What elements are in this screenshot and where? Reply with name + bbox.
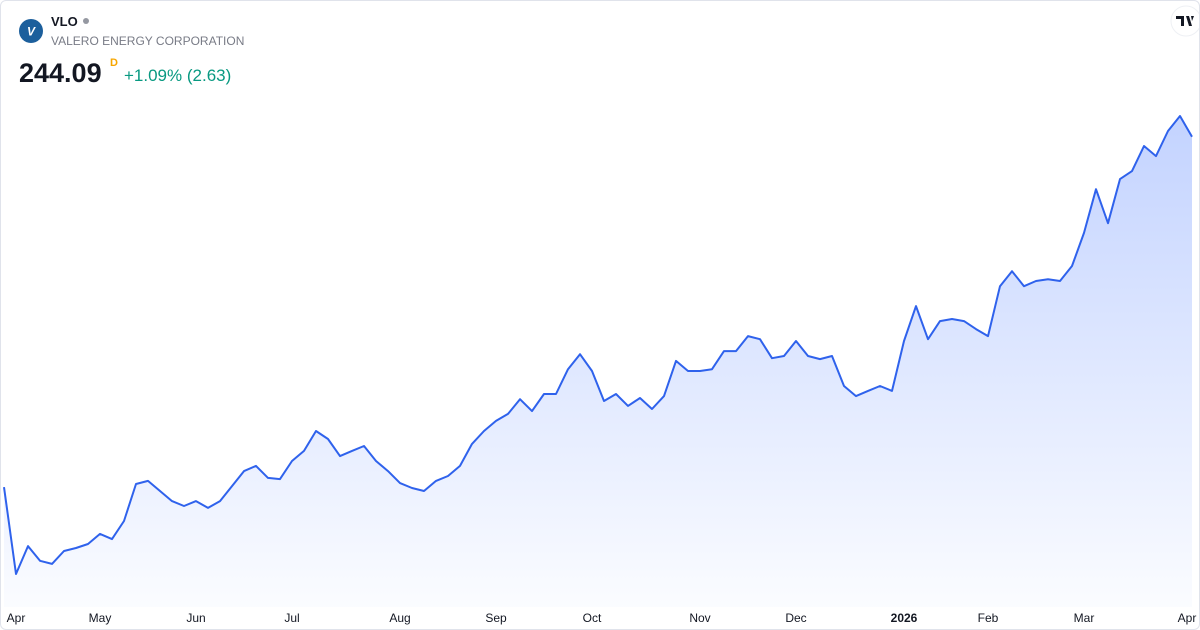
x-tick-label: Jun xyxy=(186,611,205,625)
symbol: VLO xyxy=(51,14,78,29)
price-line xyxy=(3,115,1193,575)
last-price: 244.09 xyxy=(19,58,102,88)
x-tick-label: Aug xyxy=(389,611,410,625)
logo xyxy=(19,19,43,43)
x-tick-label: Sep xyxy=(485,611,507,625)
x-tick-label: 2026 xyxy=(891,611,918,625)
x-tick-label: Apr xyxy=(1178,611,1197,625)
interval: D xyxy=(110,57,118,69)
x-tick-label: Mar xyxy=(1074,611,1095,625)
x-tick-label: Feb xyxy=(978,611,999,625)
logo-mark: V xyxy=(27,25,36,39)
x-tick-label: Jul xyxy=(284,611,299,625)
x-tick-label: Oct xyxy=(583,611,602,625)
tv-logo[interactable] xyxy=(1170,5,1199,37)
x-tick-label: Dec xyxy=(785,611,806,625)
area-fill xyxy=(4,116,1192,607)
status-dot xyxy=(83,18,89,24)
change: +1.09% (2.63) xyxy=(124,66,231,85)
tv-logo-mark xyxy=(1176,16,1194,26)
x-tick-label: Nov xyxy=(689,611,710,625)
company: VALERO ENERGY CORPORATION xyxy=(51,34,244,48)
x-tick-label: May xyxy=(89,611,112,625)
x-tick-label: Apr xyxy=(7,611,26,625)
